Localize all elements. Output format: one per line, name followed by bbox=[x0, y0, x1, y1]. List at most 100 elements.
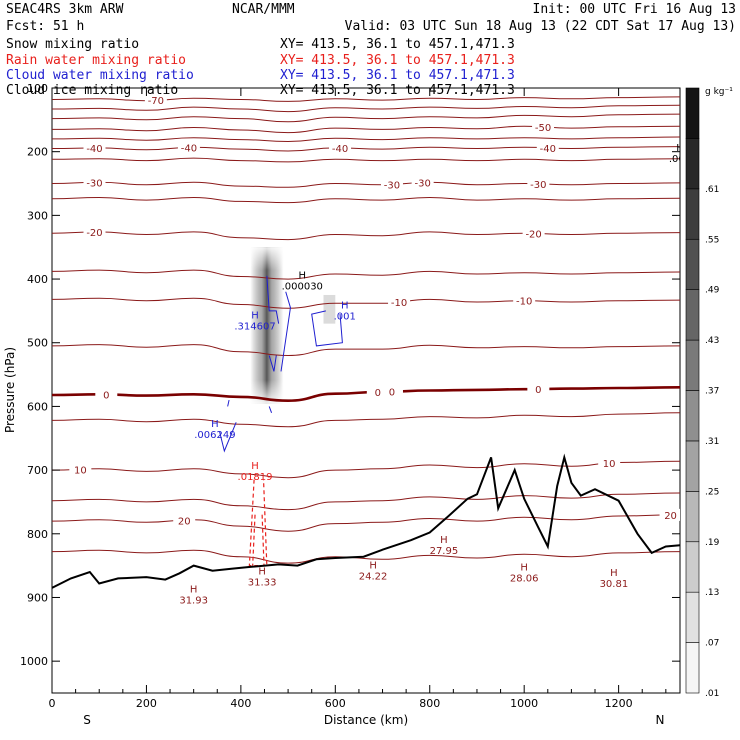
colorbar-swatch bbox=[685, 339, 700, 391]
max-value-label: 31.93 bbox=[179, 596, 208, 607]
y-axis-label: Pressure (hPa) bbox=[3, 347, 17, 433]
x-tick-label: 600 bbox=[325, 697, 346, 710]
colorbar-label: .55 bbox=[705, 235, 719, 245]
cloud-water-contour bbox=[266, 275, 280, 324]
field-xy-cloud-water: XY= 413.5, 36.1 to 457.1,471.3 bbox=[280, 68, 515, 83]
y-tick-label: 200 bbox=[27, 146, 48, 159]
max-marker-h: H bbox=[251, 311, 259, 322]
max-value-label: 31.33 bbox=[248, 578, 277, 589]
snow-plume bbox=[250, 247, 336, 404]
isotherm-label: -40 bbox=[540, 144, 556, 155]
field-label-cloud-water: Cloud water mixing ratio bbox=[6, 68, 194, 83]
isotherm-m40 bbox=[52, 146, 680, 152]
isotherm-label: -30 bbox=[86, 178, 102, 189]
isotherm-m10 bbox=[52, 297, 680, 309]
isotherm-m25 bbox=[52, 196, 680, 204]
isotherm-label: 0 bbox=[535, 385, 541, 396]
isotherm-label: -40 bbox=[86, 144, 102, 155]
valid-time: Valid: 03 UTC Sun 18 Aug 13 (22 CDT Sat … bbox=[345, 19, 736, 34]
plot-frame bbox=[51, 87, 681, 694]
x-tick-label: 0 bbox=[49, 697, 56, 710]
y-tick-label: 900 bbox=[27, 591, 48, 604]
rain-shaft-inner bbox=[252, 514, 265, 566]
cloud-water-contour bbox=[311, 310, 343, 347]
isotherm-m50 bbox=[52, 125, 680, 134]
max-marker-h: H bbox=[520, 562, 528, 573]
isotherm-label: 20 bbox=[178, 516, 191, 527]
y-tick-label: 300 bbox=[27, 209, 48, 222]
isotherm-label: 0 bbox=[389, 388, 395, 399]
isotherm-25 bbox=[52, 549, 680, 564]
max-value-label: .000030 bbox=[282, 282, 323, 293]
field-label-rain: Rain water mixing ratio bbox=[6, 53, 186, 68]
isotherm-label-bg bbox=[527, 177, 550, 190]
max-value-label: 27.95 bbox=[430, 546, 459, 557]
isotherm-m55 bbox=[52, 113, 680, 123]
isotherm-label: -50 bbox=[535, 123, 551, 134]
forecast-hour: Fcst: 51 h bbox=[6, 19, 84, 34]
isotherm-label-bg bbox=[411, 176, 434, 189]
x-tick-label: 1200 bbox=[605, 697, 633, 710]
isotherm-10 bbox=[52, 460, 680, 479]
max-value-label: .01819 bbox=[238, 472, 273, 483]
isotherm-m60 bbox=[52, 104, 680, 113]
y-tick-label-top: 100 bbox=[27, 82, 48, 95]
max-marker-h: H bbox=[612, 67, 620, 78]
isotherm-label: -10 bbox=[516, 297, 532, 308]
isotherm-label-bg bbox=[536, 141, 559, 154]
x-axis-label: Distance (km) bbox=[324, 713, 408, 727]
isotherm-label-bg bbox=[598, 457, 621, 470]
colorbar-label: .43 bbox=[705, 336, 719, 346]
isotherm-label-bg bbox=[380, 178, 403, 191]
isotherm-label: -20 bbox=[86, 228, 102, 239]
cloud-water-contour bbox=[219, 422, 237, 453]
max-value-label: .006249 bbox=[194, 430, 235, 441]
max-marker-h: H bbox=[211, 419, 219, 430]
isotherm-label-bg bbox=[95, 388, 118, 401]
isotherm-0 bbox=[52, 386, 680, 403]
field-label-snow: Snow mixing ratio bbox=[6, 37, 139, 52]
isotherm-label-bg bbox=[513, 294, 536, 307]
colorbar-swatch bbox=[685, 188, 700, 240]
x-tick-label: 200 bbox=[136, 697, 157, 710]
max-marker-h: H bbox=[369, 560, 377, 571]
colorbar-label: .13 bbox=[705, 588, 719, 598]
x-endpoint-north: N bbox=[656, 713, 665, 727]
isotherm-label: -20 bbox=[525, 229, 541, 240]
max-marker-h: H bbox=[610, 568, 618, 579]
colorbar-swatch bbox=[685, 591, 700, 643]
isotherm-label: 0 bbox=[375, 388, 381, 399]
isotherm-m45 bbox=[52, 136, 680, 143]
max-marker-h: H bbox=[251, 461, 259, 472]
isotherm-label: -10 bbox=[391, 298, 407, 309]
max-value-label: .314607 bbox=[234, 322, 275, 333]
isotherm-label-bg bbox=[329, 141, 352, 154]
colorbar-label: .07 bbox=[705, 639, 719, 649]
isotherm-m5 bbox=[52, 344, 680, 357]
x-tick-label: 400 bbox=[230, 697, 251, 710]
colorbar-label: .25 bbox=[705, 487, 719, 497]
max-value-label: .001 bbox=[334, 312, 356, 323]
max-marker-h: H bbox=[558, 67, 566, 78]
y-tick-label: 700 bbox=[27, 464, 48, 477]
colorbar-swatch bbox=[685, 491, 700, 543]
max-marker-h: H bbox=[298, 271, 306, 282]
colorbar-label: .01 bbox=[705, 689, 719, 699]
max-value-label: 30.81 bbox=[600, 579, 629, 590]
cloud-water-contour bbox=[268, 406, 273, 413]
y-tick-label: 600 bbox=[27, 400, 48, 413]
colorbar: .01 .07 .13 .19 .25 .31 .37 .43 .49 .55 .61 bbox=[685, 87, 720, 699]
colorbar-swatch bbox=[685, 541, 700, 593]
colorbar-swatch bbox=[685, 390, 700, 442]
isotherm-label-bg bbox=[83, 226, 106, 239]
max-marker-h: H bbox=[190, 585, 198, 596]
isotherm-m30 bbox=[52, 181, 680, 188]
x-tick-label: 1000 bbox=[510, 697, 538, 710]
cloud-water-contour bbox=[280, 291, 291, 372]
isotherm-label-bg bbox=[532, 120, 555, 133]
max-value-label: 28.06 bbox=[510, 573, 539, 584]
isotherm-label-bg bbox=[659, 508, 680, 521]
isotherm-label: -70 bbox=[148, 96, 164, 107]
colorbar-swatch bbox=[685, 289, 700, 341]
colorbar-label: .19 bbox=[705, 538, 720, 548]
